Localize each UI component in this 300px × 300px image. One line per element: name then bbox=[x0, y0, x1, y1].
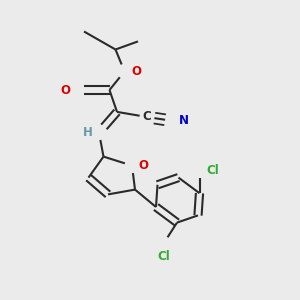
Text: O: O bbox=[60, 83, 70, 97]
Text: N: N bbox=[179, 114, 189, 128]
Text: O: O bbox=[131, 65, 141, 78]
Text: O: O bbox=[139, 159, 148, 172]
Text: Cl: Cl bbox=[206, 164, 219, 177]
Text: Cl: Cl bbox=[157, 250, 170, 262]
Text: C: C bbox=[142, 110, 152, 124]
Text: H: H bbox=[82, 126, 92, 139]
